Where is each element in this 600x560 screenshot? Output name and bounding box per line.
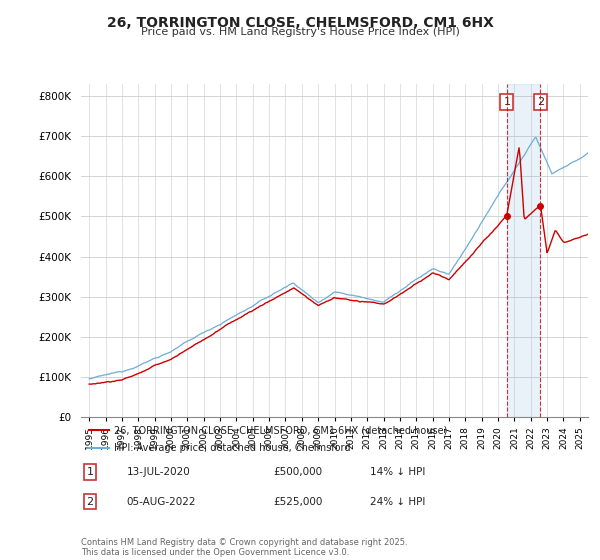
Text: 1: 1 <box>503 97 511 107</box>
Text: 14% ↓ HPI: 14% ↓ HPI <box>370 467 425 477</box>
Text: HPI: Average price, detached house, Chelmsford: HPI: Average price, detached house, Chel… <box>114 442 350 452</box>
Text: 2: 2 <box>86 497 94 507</box>
Text: 1: 1 <box>86 467 94 477</box>
Text: 2: 2 <box>537 97 544 107</box>
Text: 26, TORRINGTON CLOSE, CHELMSFORD, CM1 6HX (detached house): 26, TORRINGTON CLOSE, CHELMSFORD, CM1 6H… <box>114 426 448 435</box>
Text: 26, TORRINGTON CLOSE, CHELMSFORD, CM1 6HX: 26, TORRINGTON CLOSE, CHELMSFORD, CM1 6H… <box>107 16 493 30</box>
Text: 24% ↓ HPI: 24% ↓ HPI <box>370 497 425 507</box>
Text: £525,000: £525,000 <box>274 497 323 507</box>
Text: £500,000: £500,000 <box>274 467 323 477</box>
Bar <box>507 84 541 417</box>
Text: 13-JUL-2020: 13-JUL-2020 <box>127 467 190 477</box>
Text: 05-AUG-2022: 05-AUG-2022 <box>127 497 196 507</box>
Text: Price paid vs. HM Land Registry's House Price Index (HPI): Price paid vs. HM Land Registry's House … <box>140 27 460 37</box>
Text: Contains HM Land Registry data © Crown copyright and database right 2025.
This d: Contains HM Land Registry data © Crown c… <box>81 538 407 557</box>
